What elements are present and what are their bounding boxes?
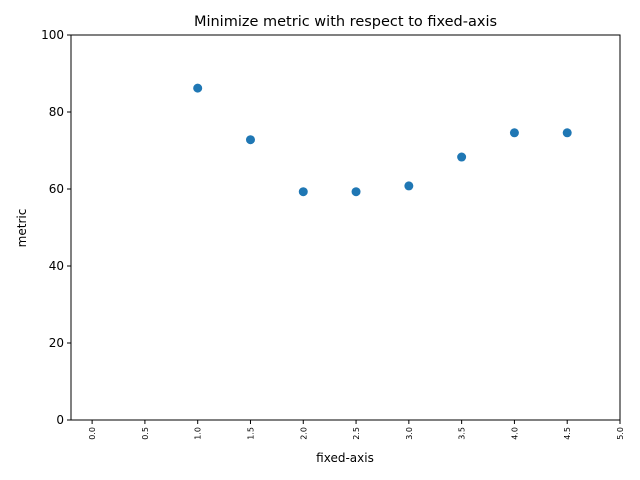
plot-frame xyxy=(70,34,621,421)
chart-title: Minimize metric with respect to fixed-ax… xyxy=(194,14,497,30)
y-tick-label: 40 xyxy=(49,259,64,273)
data-point xyxy=(562,128,572,138)
data-point xyxy=(298,187,308,197)
data-point xyxy=(404,181,414,191)
x-tick-label: 1.5 xyxy=(246,427,255,440)
x-tick-label: 2.5 xyxy=(352,427,361,440)
data-point xyxy=(245,135,255,145)
y-tick-label: 60 xyxy=(49,182,64,196)
axis-ticks: 0.0 0.5 1.0 1.5 2.0 2.5 3.0 3.5 4.0 4.5 5.0 0 20 40 60… xyxy=(41,28,625,440)
x-tick-label: 4.5 xyxy=(563,427,572,440)
y-tick-label: 80 xyxy=(49,105,64,119)
x-tick-label: 1.0 xyxy=(194,427,203,440)
y-axis-label: metric xyxy=(15,209,29,248)
data-points xyxy=(193,83,572,197)
y-tick-label: 100 xyxy=(41,28,64,42)
x-tick-label: 3.0 xyxy=(405,427,414,440)
data-point xyxy=(351,187,361,197)
x-tick-label: 3.5 xyxy=(458,427,467,440)
data-point xyxy=(509,128,519,138)
x-tick-label: 0.0 xyxy=(88,427,97,440)
x-axis-label: fixed-axis xyxy=(316,451,374,465)
x-tick-label: 5.0 xyxy=(616,427,625,440)
x-tick-label: 0.5 xyxy=(141,427,150,440)
data-point xyxy=(457,152,467,162)
data-point xyxy=(193,83,203,93)
y-tick-label: 20 xyxy=(49,336,64,350)
y-tick-label: 0 xyxy=(56,413,64,427)
x-tick-label: 2.0 xyxy=(299,427,308,440)
x-tick-label: 4.0 xyxy=(510,427,519,440)
